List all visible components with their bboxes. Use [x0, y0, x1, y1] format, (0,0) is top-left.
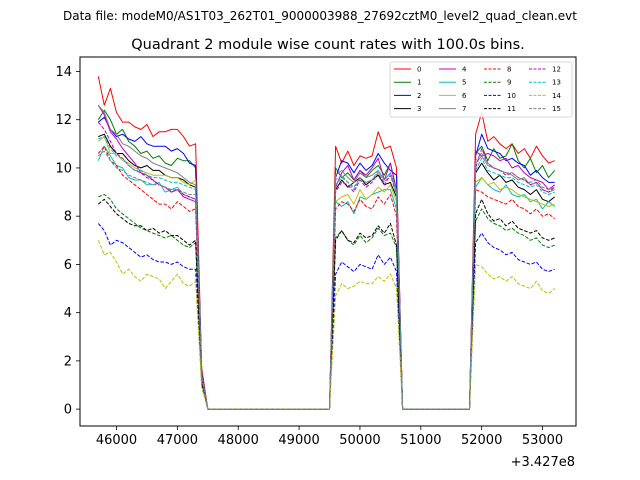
- legend-entry-9: 9: [484, 79, 511, 87]
- legend-entry-2: 2: [394, 92, 421, 100]
- chart-suptitle: Data file: modeM0/AS1T03_262T01_90000039…: [63, 9, 577, 23]
- legend-label: 13: [552, 79, 561, 87]
- legend-label: 6: [462, 92, 467, 100]
- x-tick-label: 47000: [157, 433, 198, 448]
- series-line-12: [97, 121, 556, 410]
- legend-entry-5: 5: [439, 79, 466, 87]
- legend-label: 3: [417, 105, 421, 113]
- legend-label: 8: [507, 66, 511, 74]
- legend-label: 1: [417, 79, 421, 87]
- legend-frame: [389, 61, 573, 118]
- legend-label: 14: [552, 92, 561, 100]
- legend-entry-15: 15: [529, 105, 561, 113]
- legend-entry-8: 8: [484, 66, 511, 74]
- legend-entry-1: 1: [394, 79, 421, 87]
- legend-entry-4: 4: [439, 66, 467, 74]
- x-tick-label: 49000: [278, 433, 319, 448]
- x-axis-offset-label: +3.427e8: [511, 455, 575, 470]
- x-tick-label: 52000: [461, 433, 502, 448]
- legend-label: 10: [507, 92, 516, 100]
- legend-label: 12: [552, 66, 561, 74]
- y-tick-label: 2: [64, 354, 72, 369]
- legend-label: 5: [462, 79, 466, 87]
- series-line-15: [97, 150, 555, 410]
- x-axis: 46000 47000 48000 49000 50000 51000 52000 53000: [96, 426, 563, 448]
- series-layer: [97, 76, 556, 410]
- legend-entry-3: 3: [394, 105, 421, 113]
- y-tick-label: 6: [64, 258, 72, 273]
- x-tick-label: 53000: [522, 433, 563, 448]
- x-tick-label: 50000: [339, 433, 380, 448]
- y-tick-label: 8: [64, 210, 72, 225]
- plot-frame: [79, 56, 577, 427]
- legend-entry-11: 11: [484, 105, 516, 113]
- x-tick-label: 51000: [400, 433, 441, 448]
- y-axis: 0 2 4 6 8 10 12 14: [55, 65, 80, 418]
- y-tick-label: 10: [55, 161, 72, 176]
- x-tick-label: 46000: [96, 433, 137, 448]
- legend-entry-13: 13: [529, 79, 561, 87]
- y-tick-label: 12: [55, 113, 72, 128]
- legend-entry-7: 7: [439, 105, 466, 113]
- legend-entry-14: 14: [529, 92, 561, 100]
- chart-title: Quadrant 2 module wise count rates with …: [131, 37, 525, 53]
- legend-entry-6: 6: [439, 92, 467, 100]
- legend-label: 2: [417, 92, 421, 100]
- legend-entry-10: 10: [484, 92, 516, 100]
- legend-label: 4: [462, 66, 467, 74]
- x-tick-label: 48000: [218, 433, 259, 448]
- legend-entry-12: 12: [529, 66, 561, 74]
- legend-label: 0: [417, 66, 421, 74]
- legend-entry-0: 0: [394, 66, 421, 74]
- y-tick-label: 14: [55, 65, 72, 80]
- y-tick-label: 4: [64, 306, 72, 321]
- legend-label: 7: [462, 105, 466, 113]
- legend-label: 15: [552, 105, 561, 113]
- y-tick-label: 0: [64, 403, 72, 418]
- legend-label: 11: [507, 105, 516, 113]
- legend-label: 9: [507, 79, 511, 87]
